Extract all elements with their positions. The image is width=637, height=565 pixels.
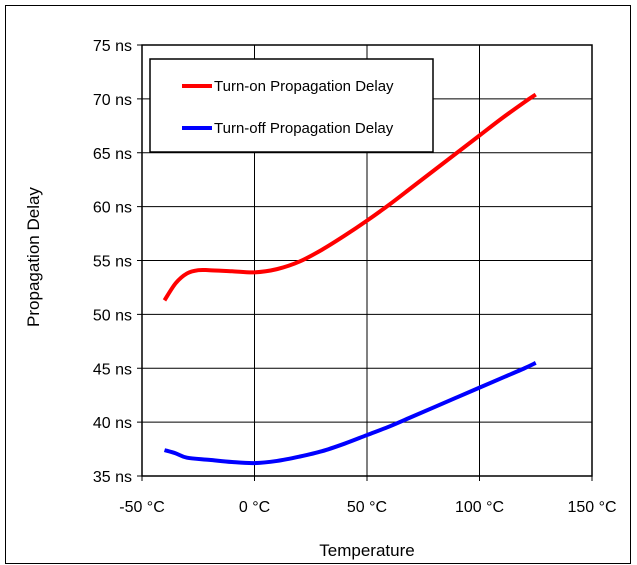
y-tick-label: 40 ns xyxy=(93,415,132,432)
x-tick-label: 100 °C xyxy=(455,499,504,516)
legend: Turn-on Propagation Delay Turn-off Propa… xyxy=(149,58,434,153)
y-tick-label: 75 ns xyxy=(93,38,132,55)
series-layer xyxy=(162,92,537,466)
x-tick-labels: -50 °C 0 °C 50 °C 100 °C 150 °C xyxy=(119,499,616,516)
y-tick-label: 55 ns xyxy=(93,254,132,271)
x-axis-title: Temperature xyxy=(319,541,414,560)
plot-area xyxy=(141,44,593,477)
y-tick-labels: 35 ns 40 ns 45 ns 50 ns 55 ns 60 ns 65 ns 70 ns… xyxy=(93,38,132,486)
x-tick-label: 150 °C xyxy=(567,499,616,516)
legend-box xyxy=(149,58,434,153)
x-tick-label: -50 °C xyxy=(119,499,165,516)
y-tick-label: 65 ns xyxy=(93,146,132,163)
y-tick-label: 45 ns xyxy=(93,361,132,378)
x-tick-label: 0 °C xyxy=(239,499,270,516)
legend-label-turn-off: Turn-off Propagation Delay xyxy=(214,120,394,137)
y-tick-label: 60 ns xyxy=(93,200,132,217)
legend-label-turn-on: Turn-on Propagation Delay xyxy=(214,78,394,95)
x-tick-label: 50 °C xyxy=(347,499,387,516)
y-tick-label: 35 ns xyxy=(93,469,132,486)
series-line-turn-on xyxy=(162,92,537,302)
y-axis-title: Propagation Delay xyxy=(24,187,43,327)
y-tick-label: 70 ns xyxy=(93,92,132,109)
y-tick-label: 50 ns xyxy=(93,307,132,324)
series-line-turn-off xyxy=(163,361,537,466)
